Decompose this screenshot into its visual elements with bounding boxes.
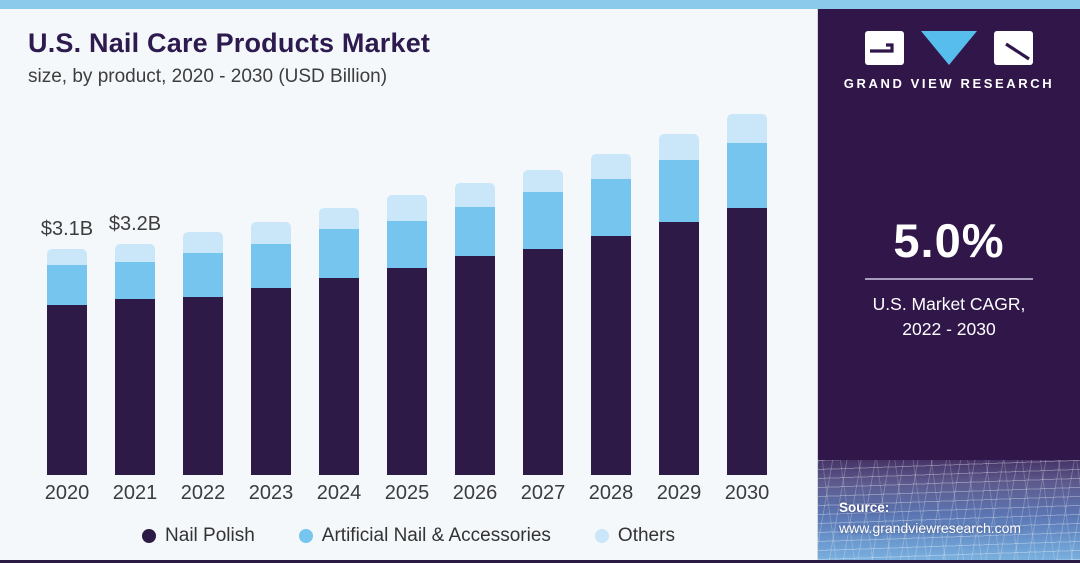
bar-segment: [47, 305, 87, 475]
cagr-block: 5.0% U.S. Market CAGR, 2022 - 2030: [818, 213, 1080, 343]
cagr-label-line1: U.S. Market CAGR,: [872, 294, 1026, 314]
bar-segment: [455, 255, 495, 475]
x-axis-label: 2024: [316, 482, 362, 504]
x-axis-label: 2029: [656, 482, 702, 504]
logo-wordmark: GRAND VIEW RESEARCH: [843, 76, 1055, 91]
bar-segment: [523, 191, 563, 249]
bar-segment: [591, 235, 631, 475]
x-axis-label: 2021: [112, 482, 158, 504]
bar-segment: [387, 221, 427, 268]
stacked-bar-2025: [387, 195, 427, 475]
bar-segment: [387, 195, 427, 222]
legend-dot-icon: [142, 529, 157, 543]
x-axis-label: 2020: [44, 482, 90, 504]
stacked-bar-2023: [251, 222, 291, 475]
bar-segment: [319, 229, 359, 279]
chart-title: U.S. Nail Care Products Market: [28, 28, 431, 58]
accent-top-strip: [0, 0, 1080, 9]
gvr-logo-icon: [865, 31, 1033, 65]
bar-segment: [319, 278, 359, 475]
bar-segment: [523, 170, 563, 192]
bar-segment: [727, 114, 767, 144]
bar-segment: [183, 253, 223, 297]
bar-segment: [47, 249, 87, 266]
legend-item-others: Others: [594, 525, 675, 547]
mesh-footer: Source: www.grandviewresearch.com: [818, 460, 1080, 560]
source-label: Source:: [839, 500, 890, 515]
bar-segment: [659, 134, 699, 161]
bar-segment: [183, 296, 223, 475]
logo-letter-v-icon: [921, 31, 977, 65]
bar-segment: [591, 154, 631, 179]
bar-segment: [251, 222, 291, 244]
x-axis-label: 2028: [588, 482, 634, 504]
legend-dot-icon: [298, 529, 313, 543]
chart-legend: Nail Polish Artificial Nail & Accessorie…: [0, 525, 817, 547]
chart-subtitle: size, by product, 2020 - 2030 (USD Billi…: [28, 66, 388, 87]
bar-segment: [659, 221, 699, 475]
legend-dot-icon: [594, 529, 609, 543]
bar-segment: [115, 244, 155, 263]
x-axis-label: 2023: [248, 482, 294, 504]
cagr-divider: [865, 278, 1033, 280]
bar-segment: [659, 160, 699, 222]
bar-segment: [727, 143, 767, 209]
logo-letter-g-icon: [865, 31, 904, 65]
bar-segment: [455, 183, 495, 208]
bar-segment: [727, 208, 767, 475]
stacked-bar-2030: [727, 114, 767, 475]
x-axis-label: 2025: [384, 482, 430, 504]
stacked-bar-2021: [115, 244, 155, 475]
bar-segment: [251, 243, 291, 288]
bar-segment: [455, 207, 495, 256]
cagr-value: 5.0%: [893, 214, 1005, 267]
cagr-label: U.S. Market CAGR, 2022 - 2030: [818, 292, 1080, 343]
bar-segment: [115, 262, 155, 300]
legend-label: Others: [617, 525, 675, 546]
bar-segment: [387, 267, 427, 475]
cagr-label-line2: 2022 - 2030: [902, 319, 996, 340]
bar-segment: [251, 287, 291, 475]
x-axis-label: 2022: [180, 482, 226, 504]
chart-panel: 2020 2021 2022 2023 2024 2025 2026 2027 2028 2029…: [0, 9, 817, 560]
bar-segment: [523, 248, 563, 475]
legend-item-artificial-nail: Artificial Nail & Accessories: [298, 525, 551, 547]
source-url: www.grandviewresearch.com: [839, 520, 1022, 536]
stacked-bar-2028: [591, 154, 631, 475]
legend-item-nail-polish: Nail Polish: [142, 525, 255, 547]
chart-header: U.S. Nail Care Products Market size, by …: [28, 28, 430, 88]
bar-value-annotation: $3.2B: [108, 213, 162, 236]
stacked-bar-2029: [659, 134, 699, 475]
logo-letter-r-icon: [994, 31, 1033, 65]
bar-segment: [591, 178, 631, 236]
bar-segment: [115, 299, 155, 475]
stacked-bar-2024: [319, 208, 359, 475]
stacked-bar-2026: [455, 183, 495, 475]
bar-segment: [319, 208, 359, 230]
brand-panel: GRAND VIEW RESEARCH 5.0% U.S. Market CAG…: [817, 9, 1080, 560]
grand-view-research-logo: GRAND VIEW RESEARCH: [818, 31, 1080, 91]
bar-value-annotation: $3.1B: [40, 217, 94, 240]
legend-label: Nail Polish: [165, 525, 255, 546]
stacked-bar-2027: [523, 170, 563, 475]
source-block: Source: www.grandviewresearch.com: [839, 500, 1021, 536]
stacked-bar-2020: [47, 249, 87, 475]
legend-label: Artificial Nail & Accessories: [321, 525, 551, 546]
plot-area: 2020 2021 2022 2023 2024 2025 2026 2027 2028 2029…: [0, 9, 817, 560]
x-axis-label: 2026: [452, 482, 498, 504]
bar-segment: [47, 265, 87, 306]
x-axis-label: 2027: [520, 482, 566, 504]
stacked-bar-2022: [183, 232, 223, 475]
bar-segment: [183, 232, 223, 254]
x-axis-label: 2030: [724, 482, 770, 504]
